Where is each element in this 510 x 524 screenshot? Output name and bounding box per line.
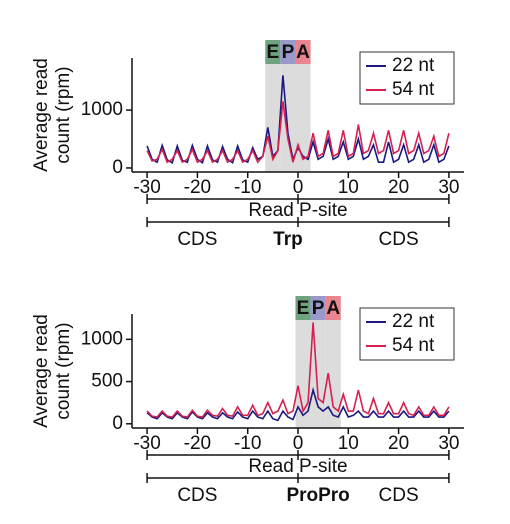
x-tick-label: 20 (388, 433, 409, 454)
series-line (146, 386, 450, 422)
y-tick-label: 0 (112, 413, 123, 434)
x-tick-label: -30 (133, 177, 160, 198)
legend-label: 54 nt (392, 335, 435, 356)
x-axis-label: Read P-site (248, 456, 347, 477)
series-line (146, 322, 450, 418)
site-label: A (296, 42, 310, 63)
y-axis-label: Average read (31, 58, 52, 172)
x-tick-label: 20 (388, 177, 409, 198)
residue-label: ProPro (286, 485, 349, 506)
site-label: E (297, 298, 310, 319)
legend-label: 22 nt (392, 311, 435, 332)
residue-label: Trp (273, 229, 303, 250)
y-axis-label: Average read (31, 314, 52, 428)
site-box (295, 40, 311, 64)
y-axis-label: count (rpm) (53, 322, 74, 419)
site-band (295, 40, 311, 172)
x-axis-label: Read P-site (248, 200, 347, 221)
y-tick-label: 0 (112, 157, 123, 178)
y-tick-label: 1000 (81, 99, 123, 120)
site-box (280, 40, 296, 64)
legend-box (359, 307, 455, 361)
x-tick-label: -10 (234, 177, 261, 198)
site-box (310, 296, 326, 320)
x-tick-label: -30 (133, 433, 160, 454)
x-tick-label: 0 (293, 177, 304, 198)
x-tick-label: 10 (338, 177, 359, 198)
site-box (325, 296, 341, 320)
y-tick-label: 1000 (81, 328, 123, 349)
x-tick-label: 30 (438, 177, 459, 198)
cds-label: CDS (177, 229, 217, 250)
x-tick-label: 10 (338, 433, 359, 454)
site-band (325, 296, 341, 428)
cds-label: CDS (177, 485, 217, 506)
cds-label: CDS (379, 229, 419, 250)
site-label: P (282, 42, 295, 63)
series-line (146, 101, 450, 164)
cds-label: CDS (379, 485, 419, 506)
x-tick-label: -20 (184, 433, 211, 454)
site-box (265, 40, 281, 64)
x-tick-label: -20 (184, 177, 211, 198)
site-label: E (267, 42, 280, 63)
legend-box (359, 51, 455, 105)
x-tick-label: 30 (438, 433, 459, 454)
site-label: P (312, 298, 325, 319)
x-tick-label: -10 (234, 433, 261, 454)
y-axis-label: count (rpm) (53, 66, 74, 163)
legend-label: 54 nt (392, 79, 435, 100)
site-box (295, 296, 311, 320)
y-tick-label: 500 (91, 371, 123, 392)
site-band (280, 40, 296, 172)
series-line (146, 75, 450, 165)
legend-label: 22 nt (392, 55, 435, 76)
x-tick-label: 0 (293, 433, 304, 454)
site-label: A (326, 298, 340, 319)
